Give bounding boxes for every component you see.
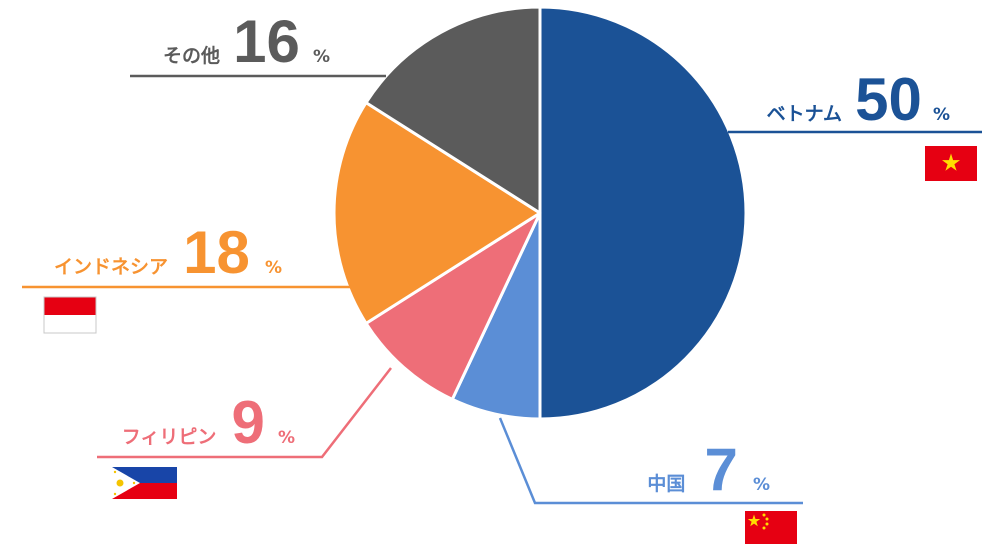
label-indonesia: インドネシア 18 % — [54, 219, 282, 286]
vietnam-flag — [925, 146, 977, 181]
label-name-vietnam: ベトナム — [767, 103, 842, 125]
pie-slice-vietnam — [538, 5, 748, 421]
star-icon — [942, 153, 960, 171]
label-value-indonesia: 18 — [183, 219, 250, 286]
label-value-china: 7 — [704, 436, 737, 503]
label-name-other: その他 — [163, 44, 220, 67]
sun-icon — [116, 479, 124, 487]
label-vietnam: ベトナム 50 % — [767, 66, 950, 133]
pie-slice-indonesia — [332, 101, 542, 325]
label-unit-other: % — [313, 47, 330, 67]
label-name-philippines: フィリピン — [122, 426, 217, 448]
label-unit-vietnam: % — [933, 105, 950, 125]
label-value-philippines: 9 — [231, 389, 264, 456]
label-unit-philippines: % — [278, 428, 295, 448]
label-value-other: 16 — [233, 8, 300, 75]
leader-line-philippines — [97, 367, 392, 459]
label-name-indonesia: インドネシア — [54, 256, 168, 278]
label-other: その他 16 % — [163, 8, 330, 75]
pie-slice-philippines — [364, 211, 542, 401]
leader-line-china — [498, 417, 803, 505]
pie-slices — [332, 5, 748, 421]
label-philippines: フィリピン 9 % — [122, 389, 295, 456]
star-icon — [747, 514, 761, 527]
china-flag — [745, 511, 797, 544]
indonesia-flag — [43, 296, 97, 334]
leader-lines — [22, 74, 982, 505]
label-name-china: 中国 — [647, 472, 685, 495]
label-china: 中国 7 % — [647, 436, 770, 503]
label-unit-china: % — [753, 475, 770, 495]
philippines-flag — [112, 467, 177, 499]
label-value-vietnam: 50 — [855, 66, 922, 133]
pie-slice-other — [364, 5, 542, 215]
label-unit-indonesia: % — [265, 258, 282, 278]
